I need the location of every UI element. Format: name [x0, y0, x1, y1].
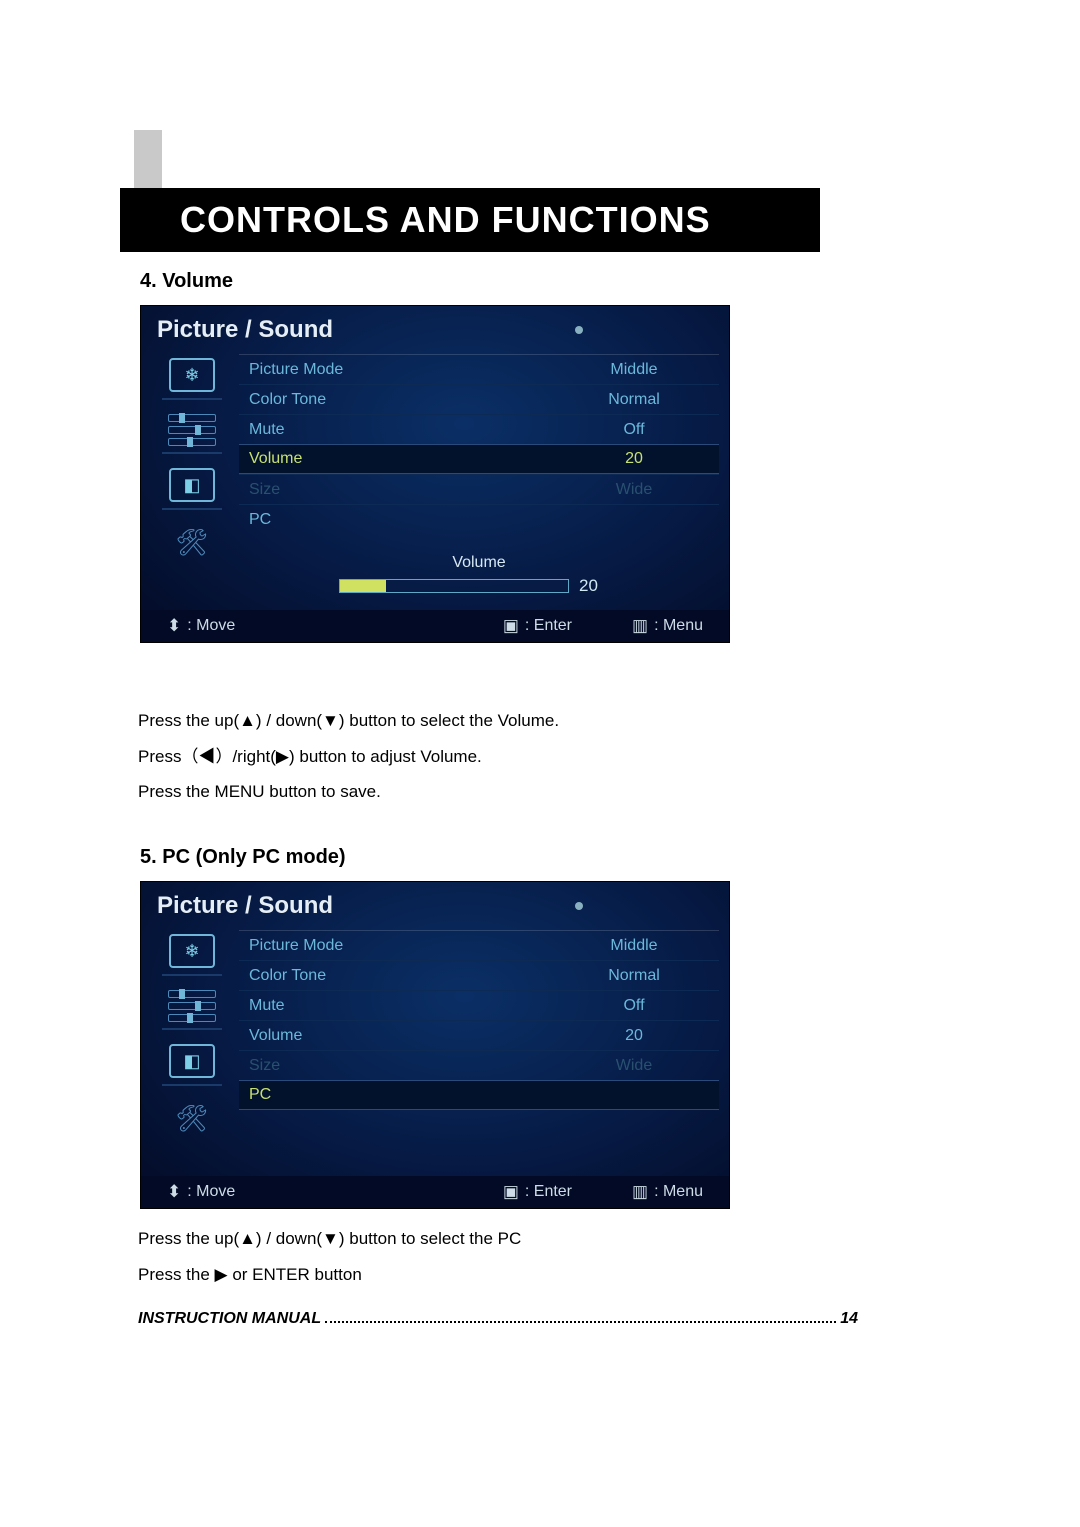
volume-slider-track[interactable] — [339, 579, 569, 593]
menu-row[interactable]: Volume20 — [239, 444, 719, 474]
menu-row-label: Picture Mode — [249, 937, 559, 955]
pc-instructions: Press the up(▲) / down(▼) button to sele… — [138, 1221, 960, 1292]
footer-enter-label: : Enter — [525, 1183, 572, 1201]
menu-row[interactable]: MuteOff — [239, 990, 719, 1020]
footer-move-label: : Move — [187, 617, 235, 635]
menu-row[interactable]: Picture ModeMiddle — [239, 930, 719, 960]
instruction-line: Press the up(▲) / down(▼) button to sele… — [138, 703, 960, 739]
footer-move-label: : Move — [187, 1183, 235, 1201]
page-title: CONTROLS AND FUNCTIONS — [180, 199, 711, 241]
menu-row-label: Size — [249, 1057, 559, 1075]
menu-row[interactable]: Color ToneNormal — [239, 384, 719, 414]
menu-row-value: Off — [559, 421, 709, 439]
footer-enter-label: : Enter — [525, 617, 572, 635]
menu-row[interactable]: PC — [239, 1080, 719, 1110]
enter-square-icon: ▣ — [503, 1182, 519, 1202]
menu-bars-icon: ▥ — [632, 616, 648, 636]
osd-panel-volume: Picture / Sound ❄ ◧ — [140, 305, 730, 643]
osd-menu-table-pc: Picture ModeMiddleColor ToneNormalMuteOf… — [233, 930, 719, 1168]
menu-row-label: Volume — [249, 1027, 559, 1045]
osd-category-icons: ❄ ◧ 🛠 — [151, 354, 233, 602]
menu-bars-icon: ▥ — [632, 1182, 648, 1202]
menu-row-value: Middle — [559, 361, 709, 379]
volume-slider-value: 20 — [579, 576, 619, 596]
menu-row[interactable]: Picture ModeMiddle — [239, 354, 719, 384]
instruction-line: Press the ▶ or ENTER button — [138, 1257, 960, 1293]
pip-category-icon: ◧ — [169, 1044, 215, 1078]
menu-row-label: Mute — [249, 997, 559, 1015]
menu-row-label: Color Tone — [249, 391, 559, 409]
menu-row-label: PC — [249, 511, 559, 529]
menu-row-value: 20 — [559, 450, 709, 468]
osd-header: Picture / Sound — [141, 882, 729, 926]
menu-row-value: Off — [559, 997, 709, 1015]
menu-row[interactable]: PC — [239, 504, 719, 534]
menu-row[interactable]: MuteOff — [239, 414, 719, 444]
instruction-line: Press（◀）/right(▶) button to adjust Volum… — [138, 739, 960, 775]
menu-row[interactable]: SizeWide — [239, 474, 719, 504]
menu-row-label: Volume — [249, 450, 559, 468]
osd-category-icons: ❄ ◧ 🛠 — [151, 930, 233, 1168]
header-dot-icon — [575, 326, 583, 334]
menu-row-value: Normal — [559, 391, 709, 409]
volume-slider-label: Volume — [249, 554, 709, 572]
menu-row-label: Picture Mode — [249, 361, 559, 379]
footer-menu-label: : Menu — [654, 1183, 703, 1201]
osd-title: Picture / Sound — [157, 892, 575, 920]
footer-label: INSTRUCTION MANUAL — [138, 1310, 321, 1328]
menu-row-label: Color Tone — [249, 967, 559, 985]
menu-row-value: Middle — [559, 937, 709, 955]
menu-row-value: Wide — [559, 481, 709, 499]
footer-dots — [325, 1321, 836, 1323]
menu-row-label: Size — [249, 481, 559, 499]
osd-footer: ⬍ : Move ▣ : Enter ▥ : Menu — [141, 610, 729, 642]
footer-menu-label: : Menu — [654, 617, 703, 635]
menu-row-value: 20 — [559, 1027, 709, 1045]
move-updown-icon: ⬍ — [167, 1182, 181, 1202]
menu-row-value: Wide — [559, 1057, 709, 1075]
menu-row-value: Normal — [559, 967, 709, 985]
picture-category-icon: ❄ — [169, 358, 215, 392]
volume-instructions: Press the up(▲) / down(▼) button to sele… — [138, 703, 960, 810]
section-heading-volume: 4. Volume — [140, 270, 960, 293]
section-heading-pc: 5. PC (Only PC mode) — [140, 846, 960, 869]
sliders-category-icon — [168, 990, 216, 1022]
osd-panel-pc: Picture / Sound ❄ ◧ — [140, 881, 730, 1209]
osd-footer: ⬍ : Move ▣ : Enter ▥ : Menu — [141, 1176, 729, 1208]
tools-category-icon: 🛠 — [168, 524, 216, 560]
instruction-line: Press the up(▲) / down(▼) button to sele… — [138, 1221, 960, 1257]
move-updown-icon: ⬍ — [167, 616, 181, 636]
footer-page-number: 14 — [840, 1310, 858, 1328]
pip-category-icon: ◧ — [169, 468, 215, 502]
sliders-category-icon — [168, 414, 216, 446]
enter-square-icon: ▣ — [503, 616, 519, 636]
instruction-line: Press the MENU button to save. — [138, 774, 960, 810]
menu-row-label: PC — [249, 1086, 559, 1104]
osd-menu-table-volume: Picture ModeMiddleColor ToneNormalMuteOf… — [233, 354, 719, 602]
page-footer: INSTRUCTION MANUAL 14 — [138, 1310, 858, 1328]
menu-row[interactable]: Color ToneNormal — [239, 960, 719, 990]
menu-row-label: Mute — [249, 421, 559, 439]
osd-title: Picture / Sound — [157, 316, 575, 344]
header-dot-icon — [575, 902, 583, 910]
volume-slider-fill — [340, 580, 386, 592]
volume-slider-area: Volume 20 — [239, 554, 719, 602]
osd-header: Picture / Sound — [141, 306, 729, 350]
tools-category-icon: 🛠 — [168, 1100, 216, 1136]
picture-category-icon: ❄ — [169, 934, 215, 968]
title-horizontal-bar: CONTROLS AND FUNCTIONS — [120, 188, 820, 252]
menu-row[interactable]: SizeWide — [239, 1050, 719, 1080]
menu-row[interactable]: Volume20 — [239, 1020, 719, 1050]
